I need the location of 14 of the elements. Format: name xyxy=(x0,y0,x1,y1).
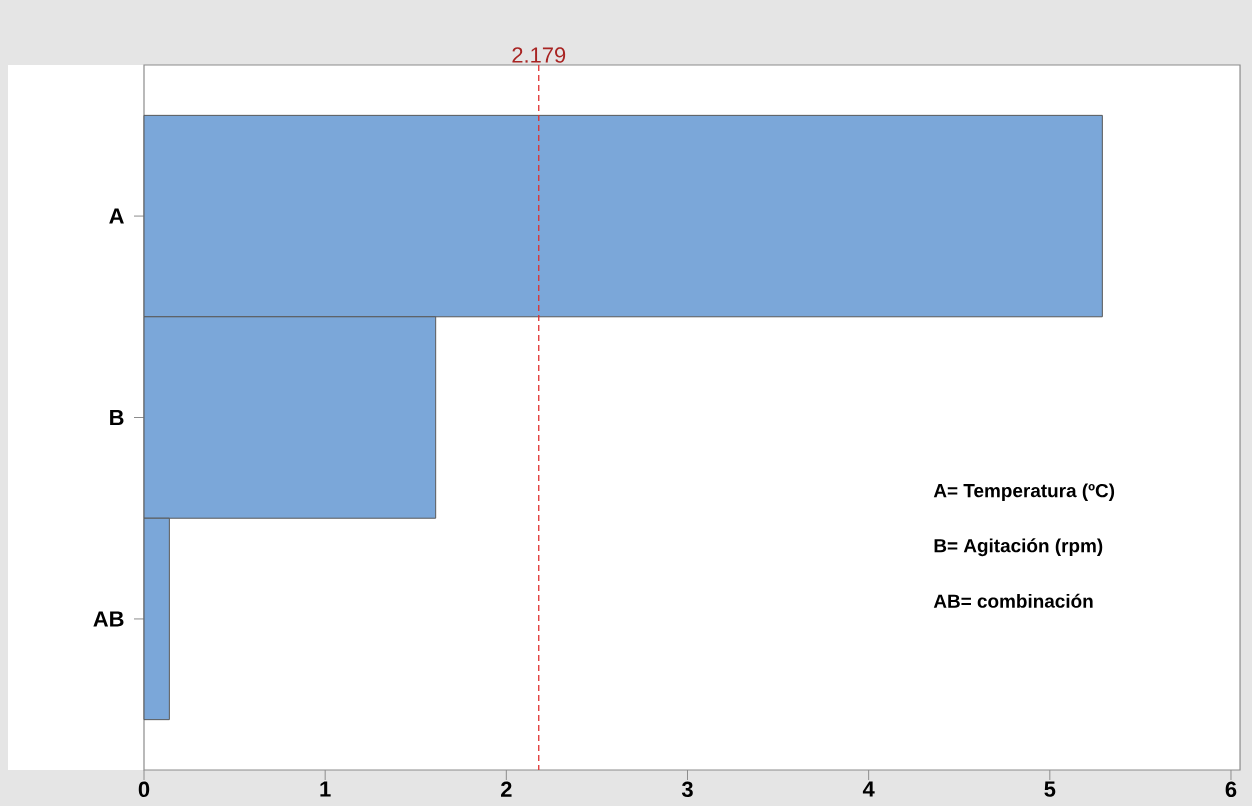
x-tick-label: 5 xyxy=(1044,781,1056,797)
annotation: AB= combinación xyxy=(933,593,1093,608)
x-tick-label: 2 xyxy=(501,781,512,797)
x-tick-label: 6 xyxy=(1225,781,1237,798)
x-tick-label: 1 xyxy=(320,781,331,797)
x-tick-label: 3 xyxy=(681,781,693,798)
x-tick-label: 4 xyxy=(862,781,875,797)
annotation: A= Temperatura (ºC) xyxy=(933,483,1115,502)
y-tick-label: AB xyxy=(93,611,124,627)
annotation: B= Agitación (rpm) xyxy=(934,538,1103,557)
x-tick-label: 0 xyxy=(138,781,150,798)
y-tick-label: B xyxy=(110,409,124,426)
ref-line-label: 2.179 xyxy=(512,47,566,63)
y-tick-label: A xyxy=(109,208,124,224)
